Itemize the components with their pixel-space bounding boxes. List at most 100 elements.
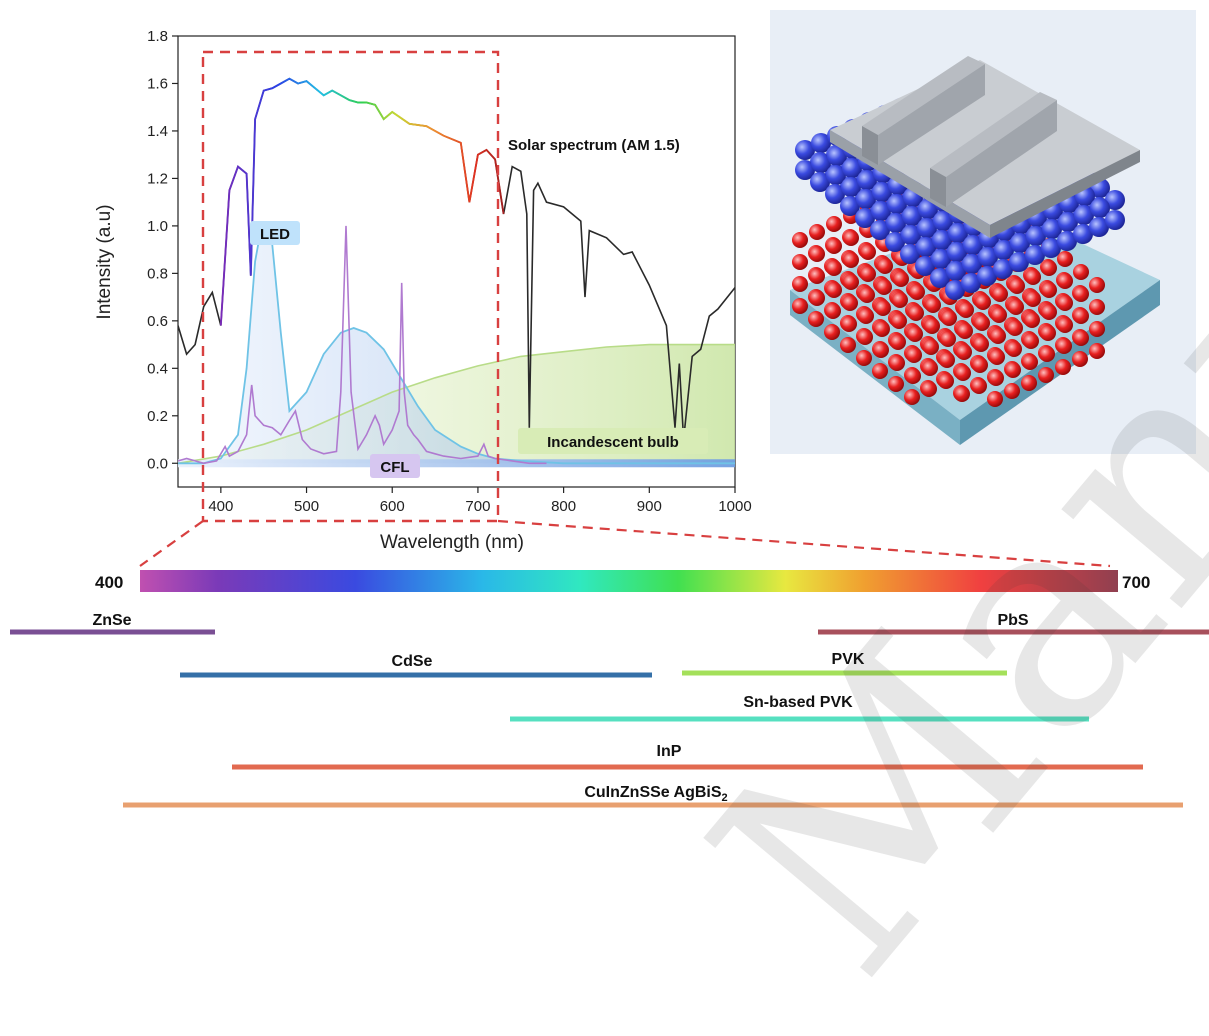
y-tick-label: 0.6 [147, 313, 168, 330]
red-nanocrystal [957, 323, 973, 339]
blue-nanocrystal [948, 223, 968, 243]
red-nanocrystal [877, 258, 893, 274]
x-tick-label: 400 [208, 498, 233, 515]
red-nanocrystal [939, 352, 955, 368]
blue-nanocrystal [947, 242, 967, 262]
blue-nanocrystal [1105, 190, 1125, 210]
red-nanocrystal [989, 349, 1005, 365]
blue-nanocrystal [1089, 217, 1109, 237]
blue-nanocrystal [857, 170, 877, 190]
red-nanocrystal [860, 266, 876, 282]
red-nanocrystal [892, 292, 908, 308]
blue-nanocrystal [932, 230, 952, 250]
red-nanocrystal [876, 279, 892, 295]
red-nanocrystal [1009, 278, 1025, 294]
red-nanocrystal [1073, 308, 1089, 324]
blue-nanocrystal [994, 240, 1014, 260]
blue-nanocrystal [1057, 231, 1077, 251]
device-illustration [770, 10, 1196, 454]
blue-nanocrystal [931, 249, 951, 269]
blue-nanocrystal [977, 266, 997, 286]
blue-nanocrystal [856, 189, 876, 209]
blue-nanocrystal [945, 280, 965, 300]
red-nanocrystal [856, 350, 872, 366]
blue-nanocrystal [811, 153, 831, 173]
red-nanocrystal [1057, 295, 1073, 311]
material-bars: ZnSe PbS CdSe PVK Sn-based PVK InP CuInZ… [10, 612, 1209, 808]
red-nanocrystal [938, 373, 954, 389]
blue-nanocrystal [870, 220, 890, 240]
material-label-pvk: PVK [832, 651, 865, 668]
red-nanocrystal [824, 324, 840, 340]
x-tick-label: 700 [465, 498, 490, 515]
red-nanocrystal [1025, 291, 1041, 307]
zoom-guide-left [139, 520, 204, 567]
zoom-guide-right [497, 519, 1111, 568]
cfl-label-box [370, 454, 420, 478]
red-nanocrystal [893, 271, 909, 287]
material-label-pbs: PbS [997, 612, 1028, 629]
incandescent-label: Incandescent bulb [547, 434, 679, 451]
red-nanocrystal [923, 339, 939, 355]
red-nanocrystal [843, 274, 859, 290]
x-tick-label: 500 [294, 498, 319, 515]
blue-nanocrystal [842, 158, 862, 178]
red-nanocrystal [955, 365, 971, 381]
blue-nanocrystal [795, 140, 815, 160]
blue-nanocrystal [826, 165, 846, 185]
red-nanocrystal [1073, 330, 1089, 346]
red-nanocrystal [1041, 304, 1057, 320]
red-nanocrystal [991, 307, 1007, 323]
red-nanocrystal [1056, 338, 1072, 354]
blue-nanocrystal [887, 194, 907, 214]
red-nanocrystal [1089, 277, 1105, 293]
electrode-bar-1-front [878, 64, 985, 165]
cfl-line [178, 225, 547, 465]
red-nanocrystal [826, 260, 842, 276]
red-nanocrystal [974, 315, 990, 331]
red-nanocrystal [792, 276, 808, 292]
red-nanocrystal [972, 357, 988, 373]
red-nanocrystal [1089, 343, 1105, 359]
y-tick-label: 1.6 [147, 75, 168, 92]
led-label-box [250, 221, 300, 245]
blue-nanocrystal [917, 218, 937, 238]
spectrum-start-label: 400 [95, 573, 123, 592]
blue-nanocrystal [871, 201, 891, 221]
blue-nanocrystal [1042, 219, 1062, 239]
red-nanocrystal [840, 337, 856, 353]
red-nanocrystal [826, 238, 842, 254]
material-label-cdse: CdSe [392, 653, 433, 670]
red-nanocrystal [841, 316, 857, 332]
red-nanocrystal [921, 381, 937, 397]
blue-nanocrystal [1041, 238, 1061, 258]
blue-nanocrystal [886, 213, 906, 233]
red-nanocrystal [1024, 312, 1040, 328]
solar-spectrum-label: Solar spectrum (AM 1.5) [508, 137, 680, 154]
electrode-bar-2-side [930, 168, 946, 207]
x-tick-label: 600 [380, 498, 405, 515]
blue-nanocrystal [872, 182, 892, 202]
material-label-inp: InP [657, 743, 682, 760]
y-tick-label: 0.0 [147, 455, 168, 472]
red-nanocrystal [907, 326, 923, 342]
red-nanocrystal [1040, 325, 1056, 341]
red-nanocrystal [843, 252, 859, 268]
red-nanocrystal [1025, 269, 1041, 285]
red-nanocrystal [860, 244, 876, 260]
electrode-bar-1-side [862, 126, 878, 165]
red-nanocrystal [1004, 383, 1020, 399]
red-nanocrystal [792, 254, 808, 270]
red-nanocrystal [1073, 286, 1089, 302]
material-label-sn-pvk: Sn-based PVK [743, 694, 853, 711]
blue-nanocrystal [930, 268, 950, 288]
red-nanocrystal [906, 347, 922, 363]
red-nanocrystal [873, 342, 889, 358]
y-tick-label: 0.2 [147, 408, 168, 425]
blue-nanocrystal [961, 273, 981, 293]
red-nanocrystal [859, 287, 875, 303]
red-nanocrystal [1089, 299, 1105, 315]
red-nanocrystal [1041, 282, 1057, 298]
x-tick-label: 1000 [718, 498, 751, 515]
y-tick-label: 1.4 [147, 123, 168, 140]
